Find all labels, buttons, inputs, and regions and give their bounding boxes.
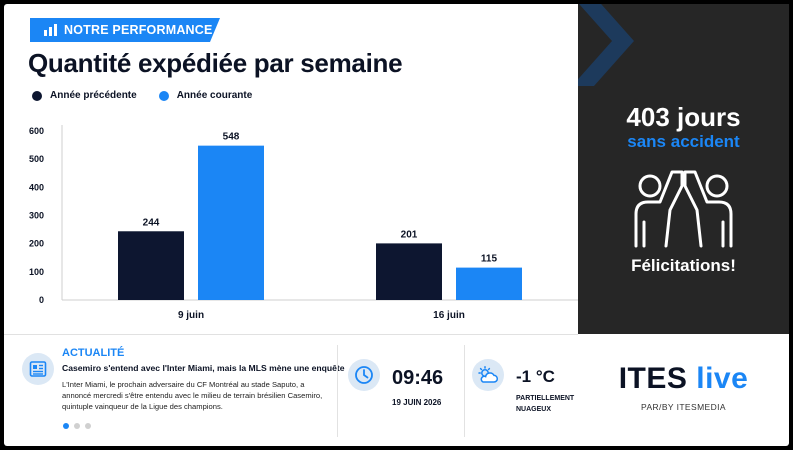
carousel-dot[interactable] (63, 423, 69, 429)
bar-chart-icon (44, 24, 57, 36)
bar-previous-1 (376, 243, 442, 300)
chevron-decoration-icon (578, 4, 634, 86)
bar-value-label: 244 (143, 217, 160, 228)
clock-time: 09:46 (392, 367, 444, 389)
legend-label-current: Année courante (176, 90, 253, 101)
legend-item-current: Année courante (158, 90, 253, 101)
news-section-label: ACTUALITÉ (62, 347, 125, 359)
carousel-dots[interactable] (63, 423, 91, 429)
congratulations-text: Félicitations! (631, 256, 736, 275)
clock-icon (348, 359, 380, 391)
y-tick-label: 300 (29, 211, 44, 221)
legend-swatch-current (158, 90, 169, 101)
section-tag: NOTRE PERFORMANCE (30, 18, 220, 42)
news-headline: Casemiro s'entend avec l'Inter Miami, ma… (62, 363, 345, 373)
legend-label-previous: Année précédente (50, 90, 137, 101)
high-five-icon (634, 170, 733, 248)
brand-byline: PAR/BY ITESMEDIA (641, 402, 726, 412)
carousel-dot[interactable] (74, 423, 80, 429)
brand-panel: ITES live PAR/BY ITESMEDIA (578, 334, 789, 446)
info-ticker: ACTUALITÉ Casemiro s'entend avec l'Inter… (4, 334, 578, 446)
legend-item-previous: Année précédente (32, 90, 137, 101)
bar-value-label: 201 (401, 229, 418, 240)
clock-date: 19 JUIN 2026 (392, 398, 442, 407)
temperature: -1 °C (516, 367, 555, 386)
news-body: L'Inter Miami, le prochain adversaire du… (62, 380, 323, 411)
section-tag-label: NOTRE PERFORMANCE (64, 23, 213, 37)
bar-value-label: 548 (223, 132, 240, 143)
logo-live: live (696, 362, 749, 395)
y-tick-label: 400 (29, 182, 44, 192)
bar-previous-0 (118, 231, 184, 300)
without-accident-label: sans accident (627, 132, 740, 151)
legend-swatch-previous (32, 90, 42, 101)
bar-current-0 (198, 145, 264, 300)
y-tick-label: 200 (29, 239, 44, 249)
x-tick-label: 16 juin (433, 310, 465, 321)
divider (464, 345, 465, 437)
chart-title: Quantité expédiée par semaine (28, 48, 403, 78)
bar-current-1 (456, 267, 522, 300)
bar-chart: 0 100 200 300 400 500 600 244 548 9 juin 201 115 16 … (29, 125, 578, 321)
bar-value-label: 115 (481, 254, 498, 265)
safety-panel: 403 jours sans accident Félicitations! (578, 4, 789, 334)
x-tick-label: 9 juin (178, 310, 204, 321)
y-tick-label: 500 (29, 154, 44, 164)
carousel-dot[interactable] (85, 423, 91, 429)
y-tick-label: 100 (29, 267, 44, 277)
divider (337, 345, 338, 437)
ites-live-logo: ITES live (578, 362, 789, 396)
y-tick-label: 0 (39, 295, 44, 305)
partly-cloudy-icon (472, 359, 504, 391)
weather-condition: PARTIELLEMENT NUAGEUX (516, 395, 575, 413)
performance-panel: NOTRE PERFORMANCE Quantité expédiée par … (4, 4, 578, 334)
chart-legend: Année précédente Année courante (32, 90, 252, 101)
logo-ites: ITES (618, 362, 688, 395)
y-tick-label: 600 (29, 126, 44, 136)
newspaper-icon (22, 353, 54, 385)
days-without-accident: 403 jours (626, 102, 741, 132)
